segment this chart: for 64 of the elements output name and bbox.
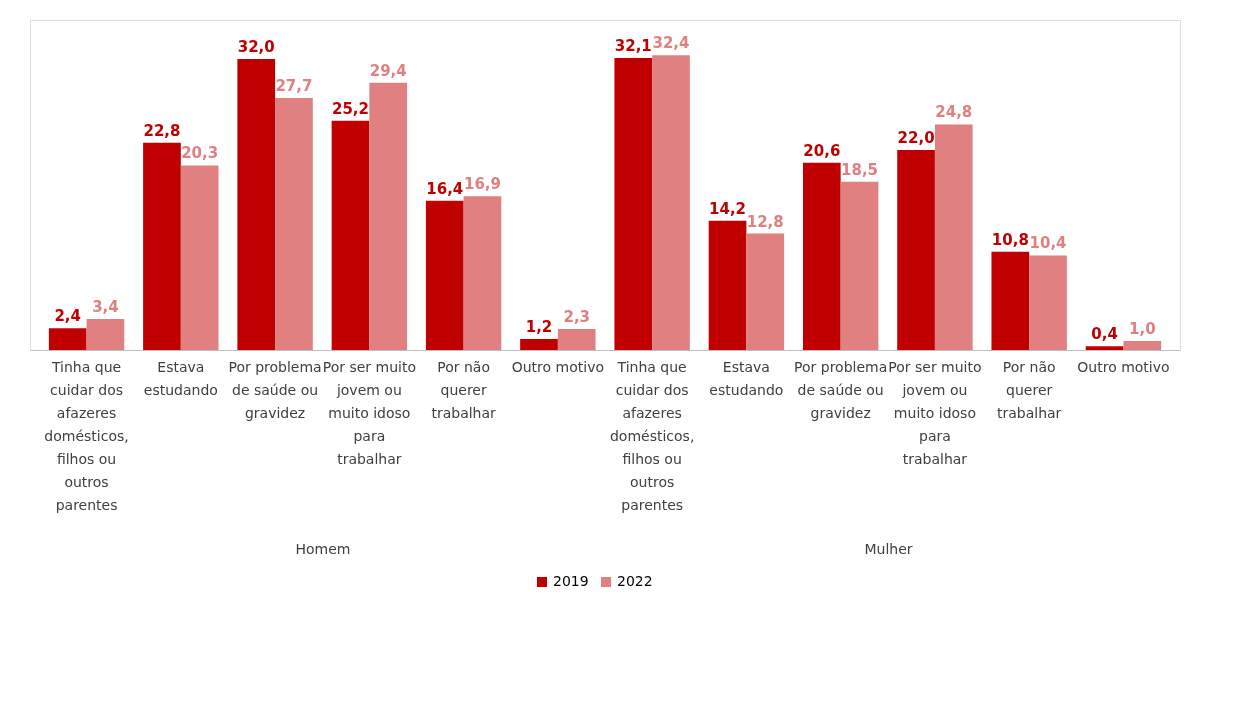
- bar: [1123, 340, 1162, 350]
- data-label: 2,3: [563, 308, 591, 327]
- x-tick-label: Tinha que cuidar dos afazeres domésticos, filhos ou outros parentes: [44, 358, 129, 513]
- bar: [1029, 255, 1067, 350]
- bar: [557, 329, 596, 350]
- data-label: 32,4: [652, 34, 690, 53]
- bar: [802, 162, 841, 350]
- bar: [708, 220, 747, 350]
- x-tick-label: Por problema de saúde ou gravidez: [228, 358, 322, 421]
- data-label: 25,2: [331, 99, 369, 118]
- data-label: 32,0: [237, 37, 275, 56]
- data-label: 22,8: [143, 121, 181, 140]
- data-label: 24,8: [935, 103, 973, 122]
- data-label: 16,4: [426, 179, 464, 198]
- data-label: 20,3: [181, 144, 219, 163]
- data-label: 12,8: [746, 212, 784, 231]
- data-label: 10,8: [991, 230, 1029, 249]
- text: Homem: [295, 541, 351, 557]
- bar: [463, 196, 502, 350]
- bar: [143, 142, 181, 350]
- legend-label: 2019: [553, 573, 589, 589]
- data-label: 27,7: [275, 77, 313, 96]
- data-label: 1,0: [1129, 319, 1156, 338]
- x-tick-label: Por ser muito jovem ou muito idoso para trabalhar: [322, 358, 416, 467]
- bar: [237, 58, 276, 350]
- data-label: 10,4: [1029, 234, 1067, 253]
- x-tick-label: Por ser muito jovem ou muito idoso para trabalhar: [888, 358, 982, 467]
- x-tick-label: Por não querer trabalhar: [996, 358, 1062, 421]
- data-label: 29,4: [369, 61, 407, 80]
- bar: [369, 82, 408, 350]
- data-label: 14,2: [709, 199, 747, 218]
- bar: [275, 98, 313, 350]
- bar: [331, 120, 370, 350]
- bar: [1085, 346, 1124, 350]
- legend-label: 2022: [617, 573, 653, 589]
- bar: [652, 55, 690, 350]
- x-tick-label: Por não querer trabalhar: [431, 358, 497, 421]
- bar: [614, 58, 653, 350]
- data-label: 18,5: [841, 160, 879, 179]
- bar: [934, 124, 973, 350]
- bar: [86, 319, 125, 350]
- bar: [897, 149, 935, 350]
- bar: [746, 233, 785, 350]
- x-tick-label: Por problema de saúde ou gravidez: [794, 358, 888, 421]
- bar: [425, 200, 464, 350]
- data-label: 16,9: [463, 175, 501, 194]
- text: Mulher: [864, 541, 913, 557]
- bar: [991, 251, 1030, 350]
- x-tick-label: Estava estudando: [143, 358, 218, 398]
- x-tick-label: Estava estudando: [709, 358, 784, 398]
- bar: [180, 165, 219, 350]
- bar: [48, 328, 87, 350]
- x-tick-label: Outro motivo: [511, 358, 605, 375]
- data-label: 22,0: [897, 128, 935, 147]
- bar: [520, 339, 558, 350]
- x-tick-label: Tinha que cuidar dos afazeres domésticos, filhos ou outros parentes: [609, 358, 695, 513]
- data-label: 20,6: [803, 141, 841, 160]
- data-label: 0,4: [1091, 325, 1118, 344]
- x-tick-label: Outro motivo: [1077, 358, 1170, 375]
- data-label: 32,1: [614, 37, 652, 56]
- data-label: 3,4: [92, 298, 119, 317]
- data-label: 1,2: [525, 318, 553, 337]
- data-label: 2,4: [54, 307, 81, 326]
- bar: [840, 181, 879, 350]
